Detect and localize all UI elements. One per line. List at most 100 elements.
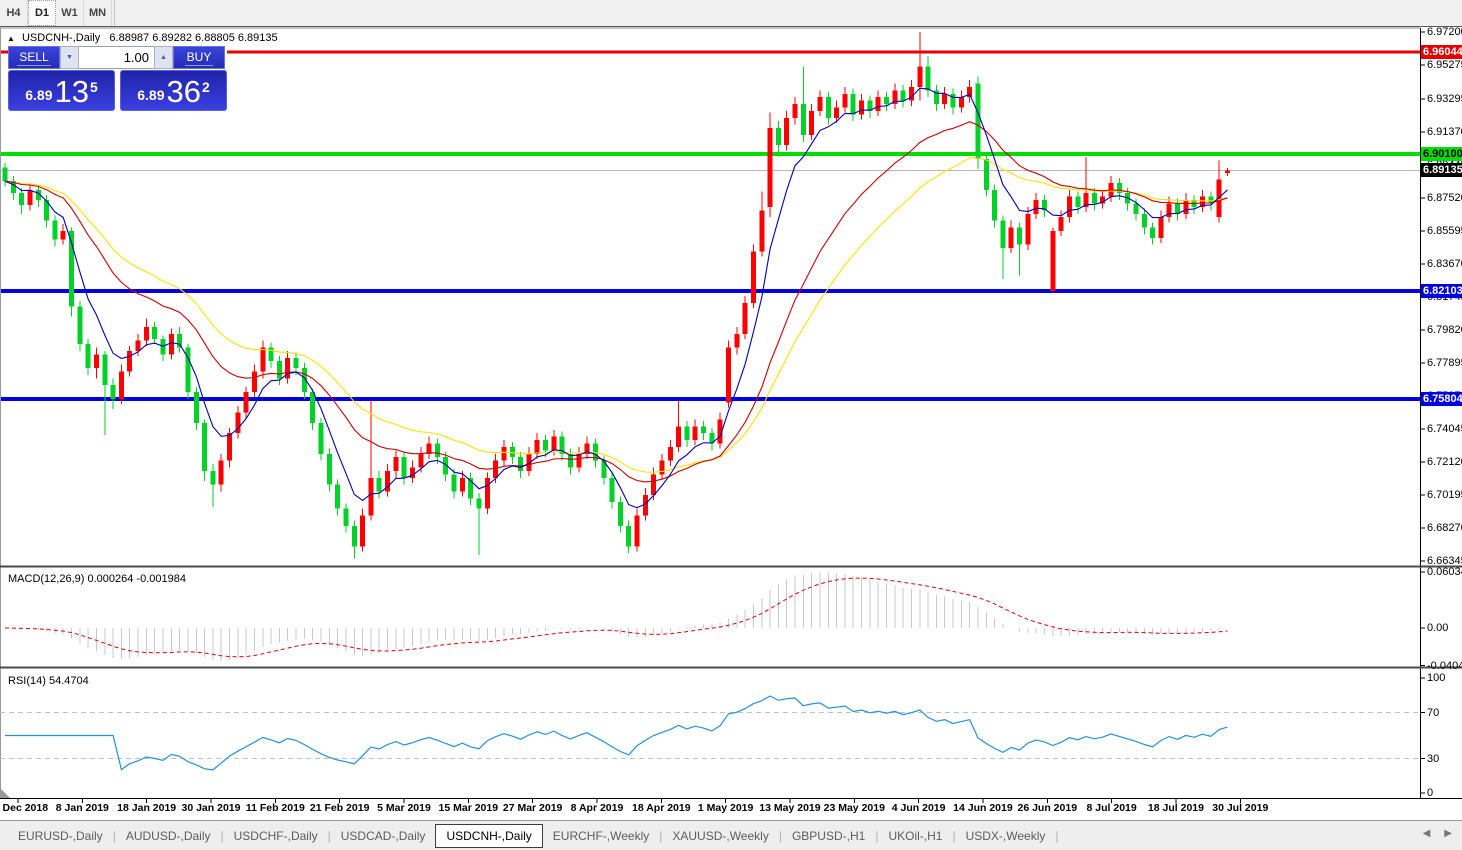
candle-body: [143, 326, 149, 341]
candle-body: [775, 128, 781, 146]
candle-body: [2, 167, 8, 182]
candle-body: [1216, 179, 1222, 218]
volume-input[interactable]: [79, 46, 154, 69]
price-level-badge: 6.82103: [1421, 283, 1462, 298]
timeframe-button-MN[interactable]: MN: [84, 0, 112, 26]
ask-price-button[interactable]: 6.89 36 2: [120, 70, 227, 111]
volume-increase-button[interactable]: ▲: [154, 46, 173, 69]
candle-body: [459, 477, 465, 492]
volume-decrease-button[interactable]: ▼: [60, 46, 79, 69]
date-tick-label: 8 Jul 2019: [1086, 802, 1137, 814]
candle-body: [135, 340, 141, 351]
chart-tab-audusd[interactable]: AUDUSD-,Daily: [125, 828, 211, 843]
candle-body: [44, 200, 50, 221]
candle-body: [35, 189, 41, 201]
price-tick-label: 6.77895: [1427, 357, 1462, 369]
candle-body: [409, 467, 415, 478]
date-tick-label: 18 Apr 2019: [632, 802, 691, 814]
candle-body: [992, 189, 998, 221]
candle-body: [501, 446, 507, 461]
tab-separator: |: [875, 828, 879, 843]
buy-button[interactable]: BUY: [173, 46, 225, 69]
tab-separator: |: [778, 828, 782, 843]
candle-body: [218, 460, 224, 485]
candle-body: [584, 443, 590, 454]
candle-body: [1075, 196, 1081, 207]
macd-tick-label: 0.060342: [1427, 565, 1462, 578]
date-tick-label: 11 Feb 2019: [245, 802, 305, 814]
candle-body: [276, 361, 282, 379]
candle-body: [701, 426, 707, 434]
macd-tick-label: -0.040415: [1427, 659, 1462, 672]
candle-body: [434, 443, 440, 458]
candle-body: [767, 128, 773, 207]
price-chart-canvas[interactable]: [0, 27, 1462, 850]
candle-body: [859, 100, 865, 115]
macd-tick-label: 0.00: [1427, 622, 1449, 634]
timeframe-button-H4[interactable]: H4: [0, 0, 28, 26]
candle-body: [451, 474, 457, 492]
chart-tab-usdcnh[interactable]: USDCNH-,Daily: [435, 823, 543, 848]
candle-body: [1133, 203, 1139, 214]
chart-tab-gbpusd[interactable]: GBPUSD-,H1: [791, 828, 866, 843]
resize-grip-icon[interactable]: [1, 789, 10, 798]
candle-body: [518, 457, 524, 471]
candle-body: [1017, 227, 1023, 245]
chart-window[interactable]: ▲ USDCNH-,Daily 6.88987 6.89282 6.88805 …: [0, 26, 1462, 850]
sell-button[interactable]: SELL: [8, 46, 60, 69]
date-tick-label: 26 Jun 2019: [1017, 802, 1078, 814]
chart-tab-usdx[interactable]: USDX-,Weekly: [965, 828, 1046, 843]
chart-tab-usdcad[interactable]: USDCAD-,Daily: [340, 828, 426, 843]
candle-body: [118, 371, 124, 399]
candle-body: [1091, 193, 1097, 204]
candle-body: [551, 436, 557, 451]
candle-body: [659, 460, 665, 475]
candle-body: [210, 470, 216, 485]
price-tick-label: 6.72120: [1427, 456, 1462, 468]
price-tick-label: 6.85595: [1427, 225, 1462, 237]
candle-body: [202, 422, 208, 471]
candle-body: [243, 392, 249, 413]
candle-body: [609, 477, 615, 502]
date-tick-label: 15 Mar 2019: [438, 802, 499, 814]
candle-body: [892, 90, 898, 105]
candle-body: [1175, 203, 1181, 214]
candle-body: [484, 477, 490, 509]
chart-tab-ukoil[interactable]: UKOil-,H1: [888, 828, 943, 843]
candle-body: [1066, 196, 1072, 218]
macd-signal-line: [4, 577, 1228, 658]
candle-body: [77, 306, 83, 345]
candle-body: [110, 385, 116, 399]
chart-tab-eurchf[interactable]: EURCHF-,Weekly: [552, 828, 650, 843]
bid-price-button[interactable]: 6.89 13 5: [8, 70, 115, 111]
candle-body: [742, 302, 748, 334]
chart-tab-eurusd[interactable]: EURUSD-,Daily: [18, 828, 103, 843]
candle-body: [1141, 213, 1147, 228]
bid-price-pip: 5: [89, 79, 98, 95]
ma-line-medium: [4, 121, 1228, 483]
chart-tab-usdchf[interactable]: USDCHF-,Daily: [233, 828, 318, 843]
date-tick-label: 18 Jul 2019: [1147, 802, 1204, 814]
candle-body: [883, 97, 889, 105]
candle-body: [867, 100, 873, 111]
tab-separator: |: [1055, 828, 1059, 843]
rsi-tick-label: 100: [1427, 672, 1446, 684]
candle-body: [834, 107, 840, 118]
timeframe-button-W1[interactable]: W1: [56, 0, 84, 26]
ask-price-prefix: 6.89: [137, 87, 165, 103]
candle-body: [908, 86, 914, 101]
trade-panel-toggle-icon[interactable]: ▲: [7, 34, 15, 43]
chart-tab-xauusd[interactable]: XAUUSD-,Weekly: [672, 828, 769, 843]
candle-body: [326, 453, 332, 485]
candle-body: [617, 501, 623, 526]
price-level-badge: 6.89135: [1421, 163, 1462, 178]
candle-body: [559, 436, 565, 454]
tab-separator: |: [220, 828, 224, 843]
tab-separator: |: [952, 828, 956, 843]
timeframe-button-D1[interactable]: D1: [28, 0, 56, 26]
candle-body: [1100, 196, 1106, 204]
tab-scroll-right-icon[interactable]: ▶: [1444, 828, 1452, 839]
tab-scroll-left-icon[interactable]: ◀: [1422, 828, 1431, 839]
candle-body: [376, 477, 382, 492]
candle-body: [368, 477, 374, 516]
